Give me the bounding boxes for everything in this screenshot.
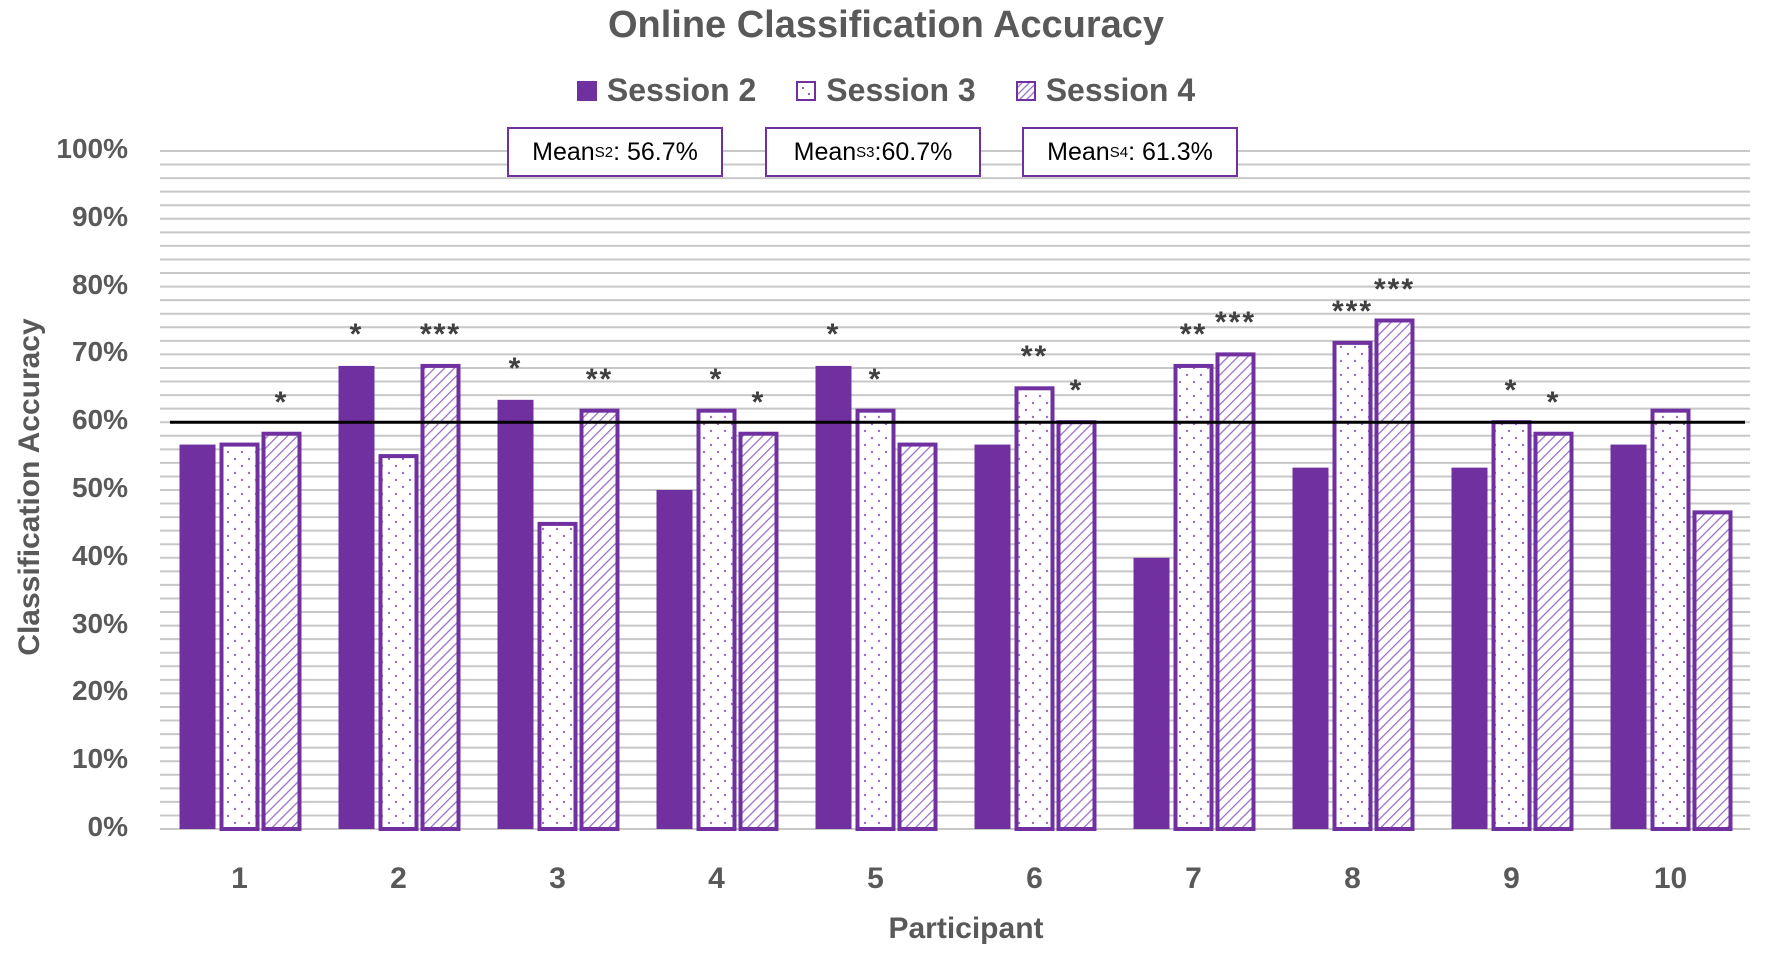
x-tick-label: 6 xyxy=(1026,862,1043,895)
bar-p4-session-3 xyxy=(696,408,737,831)
significance-marker: * xyxy=(274,385,289,419)
significance-marker: * xyxy=(1069,374,1084,408)
bar-p3-session-2 xyxy=(497,399,534,829)
bar-p10-session-4 xyxy=(1692,510,1733,832)
bar-p7-session-4 xyxy=(1215,352,1256,831)
bar-p6-session-2 xyxy=(974,444,1011,829)
bar-p4-session-2 xyxy=(656,490,693,829)
x-tick-label: 4 xyxy=(708,862,725,895)
y-tick-label: 40% xyxy=(71,539,128,571)
bar-p10-session-2 xyxy=(1610,444,1647,829)
hatched-swatch-icon xyxy=(1015,80,1036,101)
bar-p10-session-3 xyxy=(1650,408,1691,831)
bar-p2-session-3 xyxy=(378,454,419,831)
y-tick-label: 20% xyxy=(71,675,128,707)
mean-annotation-box: Mean S3:60.7% xyxy=(765,127,981,177)
y-tick-label: 90% xyxy=(71,200,128,232)
x-tick-label: 2 xyxy=(390,862,407,895)
y-tick-label: 80% xyxy=(71,268,128,300)
mean-annotation-box: Mean S4: 61.3% xyxy=(1022,127,1238,177)
legend: Session 2 Session 3 Session 4 xyxy=(0,72,1772,109)
bar-p3-session-3 xyxy=(537,521,578,832)
legend-label: Session 2 xyxy=(606,72,757,108)
y-tick-label: 60% xyxy=(71,404,128,436)
bar-p6-session-3 xyxy=(1014,386,1055,831)
y-axis-label: Classification Accuracy xyxy=(13,318,46,656)
bar-p9-session-4 xyxy=(1533,431,1574,831)
bar-p2-session-2 xyxy=(338,365,375,829)
significance-marker: * xyxy=(751,385,766,419)
mean-annotation-box: Mean S2: 56.7% xyxy=(507,127,723,177)
x-tick-label: 8 xyxy=(1344,862,1361,895)
y-tick-label: 30% xyxy=(71,607,128,639)
legend-item-session-4: Session 4 xyxy=(1015,72,1196,109)
significance-marker: *** xyxy=(1331,294,1374,328)
x-tick-label: 10 xyxy=(1653,862,1688,895)
bar-p2-session-4 xyxy=(420,363,461,831)
bar-p1-session-2 xyxy=(179,444,216,829)
significance-marker: *** xyxy=(1373,272,1416,306)
x-tick-label: 3 xyxy=(549,862,566,895)
significance-marker: * xyxy=(1504,374,1519,408)
legend-item-session-2: Session 2 xyxy=(576,72,757,109)
significance-marker: * xyxy=(709,362,724,396)
bar-p5-session-4 xyxy=(897,442,938,831)
bar-p5-session-2 xyxy=(815,365,852,829)
bar-p9-session-3 xyxy=(1491,420,1532,831)
bar-p3-session-4 xyxy=(579,408,620,831)
x-tick-label: 5 xyxy=(867,862,884,895)
significance-marker: *** xyxy=(419,317,462,351)
bar-p8-session-3 xyxy=(1332,340,1373,831)
significance-marker: * xyxy=(1546,385,1561,419)
bar-p7-session-2 xyxy=(1133,557,1170,829)
bar-p8-session-2 xyxy=(1292,467,1329,829)
legend-label: Session 3 xyxy=(826,72,976,108)
x-tick-label: 7 xyxy=(1185,862,1202,895)
y-tick-label: 10% xyxy=(71,743,128,775)
significance-marker: * xyxy=(826,317,841,351)
x-tick-label: 9 xyxy=(1503,862,1520,895)
y-tick-label: 0% xyxy=(87,811,128,842)
dotted-swatch-icon xyxy=(796,80,817,101)
x-axis-label: Participant xyxy=(888,912,1044,945)
bar-p5-session-3 xyxy=(855,408,896,831)
significance-marker: ** xyxy=(585,362,614,396)
bar-p1-session-4 xyxy=(261,431,302,831)
y-tick-label: 50% xyxy=(71,472,128,503)
bar-p6-session-4 xyxy=(1056,420,1097,831)
chart-title: Online Classification Accuracy xyxy=(607,4,1165,46)
solid-swatch-icon xyxy=(576,80,597,101)
y-tick-label: 70% xyxy=(71,336,128,368)
x-tick-label: 1 xyxy=(231,862,248,895)
significance-marker: * xyxy=(868,362,883,396)
bar-p1-session-3 xyxy=(219,442,260,831)
bar-p7-session-3 xyxy=(1173,363,1214,831)
legend-item-session-3: Session 3 xyxy=(796,72,976,109)
bar-p8-session-4 xyxy=(1374,318,1415,831)
y-tick-label: 100% xyxy=(56,133,128,164)
significance-marker: ** xyxy=(1020,340,1049,374)
significance-marker: * xyxy=(508,351,523,385)
significance-marker: *** xyxy=(1214,306,1257,340)
bar-p4-session-4 xyxy=(738,431,779,831)
legend-label: Session 4 xyxy=(1045,72,1196,108)
significance-marker: ** xyxy=(1179,317,1208,351)
significance-marker: * xyxy=(349,317,364,351)
bar-p9-session-2 xyxy=(1451,467,1488,829)
